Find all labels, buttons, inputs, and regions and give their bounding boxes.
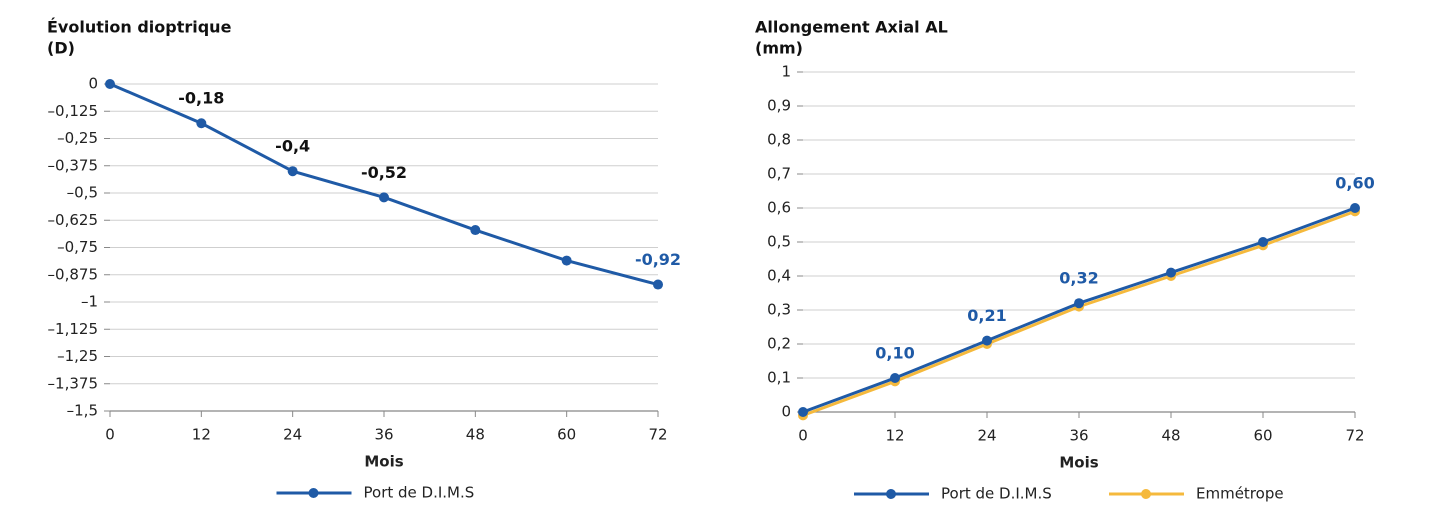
y-tick-label: 0,4	[767, 267, 791, 285]
point	[196, 118, 207, 129]
x-tick-label: 12	[885, 427, 904, 445]
y-tick-label: 0,3	[767, 301, 791, 319]
y-tick-label: 1	[781, 63, 791, 81]
y-tick-label: 0	[88, 75, 98, 93]
point	[287, 166, 298, 177]
series-line	[109, 82, 659, 287]
chart-title: Évolution dioptrique	[47, 18, 232, 37]
y-tick-label: –1,25	[57, 347, 98, 365]
y-tick-label: –0,625	[48, 211, 98, 229]
point	[1258, 237, 1268, 247]
x-tick-label: 60	[1253, 427, 1272, 445]
x-tick-label: 0	[798, 427, 808, 445]
x-tick-label: 36	[1069, 427, 1088, 445]
chart-unit: (D)	[47, 39, 75, 58]
y-tick-label: –0,75	[57, 238, 98, 256]
y-tick-label: –1,5	[67, 402, 98, 420]
data-label: 0,21	[967, 306, 1006, 325]
x-tick-label: 12	[192, 426, 211, 444]
legend-label: Emmétrope	[1196, 485, 1284, 503]
data-label: -0,18	[178, 89, 224, 108]
y-tick-label: –1	[81, 293, 98, 311]
point	[653, 279, 663, 290]
x-axis-label: Mois	[1059, 454, 1098, 472]
y-tick-label: 0,1	[767, 369, 791, 387]
y-tick-label: –0,125	[48, 102, 98, 120]
x-tick-label: 72	[648, 426, 667, 444]
x-tick-label: 48	[1161, 427, 1180, 445]
y-tick-label: 0	[781, 403, 791, 421]
point	[982, 335, 992, 346]
y-tick-label: –0,375	[48, 156, 98, 174]
data-label: 0,10	[875, 344, 914, 363]
y-tick-label: –0,5	[67, 184, 98, 202]
y-tick-label: 0,9	[767, 97, 791, 115]
x-tick-label: 36	[374, 426, 393, 444]
point	[1350, 203, 1360, 213]
point	[470, 225, 481, 236]
legend-marker	[886, 489, 896, 499]
y-tick-label: –0,25	[57, 129, 98, 147]
point	[379, 192, 389, 203]
y-tick-label: 0,5	[767, 233, 791, 251]
legend-marker	[308, 488, 319, 498]
x-tick-label: 60	[557, 426, 576, 444]
data-label: 0,32	[1059, 269, 1098, 288]
y-tick-label: 0,8	[767, 131, 791, 149]
point	[890, 373, 900, 383]
legend-label: Port de D.I.M.S	[364, 484, 475, 502]
point	[561, 255, 572, 266]
data-label: -0,92	[635, 250, 681, 269]
x-tick-label: 0	[105, 426, 115, 444]
x-tick-label: 24	[283, 426, 302, 444]
chart-title: Allongement Axial AL	[755, 18, 948, 37]
chart-unit: (mm)	[755, 39, 803, 58]
legend-label: Port de D.I.M.S	[941, 485, 1052, 503]
legend-marker	[1141, 489, 1151, 499]
x-tick-label: 48	[466, 426, 485, 444]
x-tick-label: 24	[977, 427, 996, 445]
point	[1074, 298, 1084, 309]
x-tick-label: 72	[1345, 427, 1364, 445]
point	[105, 79, 115, 89]
y-tick-label: 0,7	[767, 165, 791, 183]
y-tick-label: –0,875	[48, 265, 98, 283]
data-label: -0,52	[361, 163, 407, 182]
data-label: 0,60	[1335, 174, 1374, 193]
data-label: -0,4	[275, 137, 310, 156]
y-tick-label: –1,375	[48, 374, 98, 392]
point	[1166, 267, 1176, 278]
x-axis-label: Mois	[364, 453, 403, 471]
y-tick-label: 0,2	[767, 335, 791, 353]
point	[798, 407, 808, 417]
y-tick-label: 0,6	[767, 199, 791, 217]
y-tick-label: –1,125	[48, 320, 98, 338]
